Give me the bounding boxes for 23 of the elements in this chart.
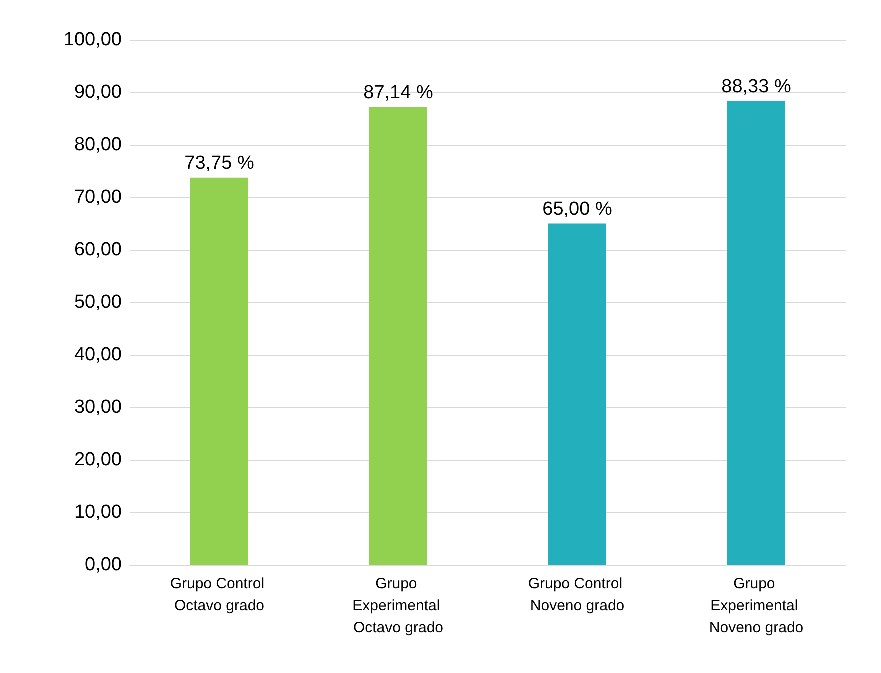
data-label: 87,14 % xyxy=(364,82,434,104)
y-tick-label: 20,00 xyxy=(74,450,122,470)
x-tick-label: Grupo Experimental Noveno grado xyxy=(709,576,804,636)
bar xyxy=(728,101,786,565)
y-tick-label: 60,00 xyxy=(74,240,122,260)
x-tick-label: Grupo Experimental Octavo grado xyxy=(352,576,444,636)
bar xyxy=(370,108,428,565)
y-tick-label: 90,00 xyxy=(74,82,122,103)
data-label: 73,75 % xyxy=(184,152,254,174)
y-tick-label: 50,00 xyxy=(74,292,122,313)
y-tick-label: 40,00 xyxy=(74,344,122,366)
y-tick-label: 30,00 xyxy=(74,397,122,418)
y-tick-label: 100,00 xyxy=(64,30,122,50)
x-tick-label: Grupo Control Noveno grado xyxy=(528,576,627,614)
bar xyxy=(190,178,248,565)
bar xyxy=(548,224,606,565)
y-tick-label: 10,00 xyxy=(74,502,122,523)
y-tick-label: 80,00 xyxy=(74,134,122,156)
y-tick-label: 70,00 xyxy=(74,187,122,208)
data-label: 88,33 % xyxy=(722,76,792,98)
x-tick-label: Grupo Control Octavo grado xyxy=(170,576,269,614)
y-tick-label: 0,00 xyxy=(85,554,122,576)
data-label: 65,00 % xyxy=(542,198,612,220)
